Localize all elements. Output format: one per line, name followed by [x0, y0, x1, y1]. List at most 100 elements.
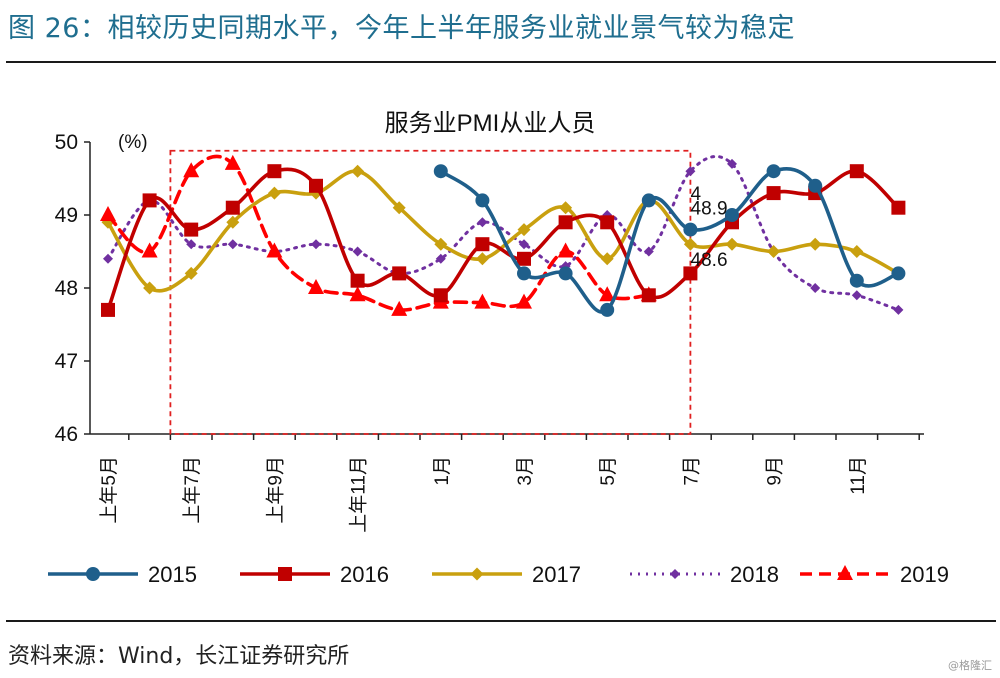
- y-tick-label: 49: [55, 204, 78, 227]
- data-point-2019: [266, 242, 283, 258]
- data-point-2016: [891, 200, 906, 215]
- data-point-2018: [851, 290, 862, 301]
- data-point-2017: [850, 245, 864, 258]
- data-point-2019: [557, 242, 574, 258]
- data-point-2018: [519, 239, 529, 250]
- data-point-2017: [351, 164, 365, 178]
- legend-label-2015: 2015: [148, 562, 197, 587]
- data-point-2016: [433, 288, 448, 303]
- data-point-2015: [891, 266, 906, 281]
- x-tick-label: 上年9月: [264, 456, 286, 524]
- data-point-2015: [725, 208, 739, 222]
- data-point-2017: [725, 237, 739, 251]
- data-point-2015: [475, 193, 490, 208]
- x-tick-label: 上年5月: [98, 456, 120, 524]
- data-point-2016: [600, 215, 615, 230]
- data-point-2015: [517, 266, 531, 281]
- data-point-2018: [477, 217, 488, 228]
- data-point-2018: [810, 283, 821, 293]
- data-point-2016: [225, 200, 240, 215]
- data-point-2016: [309, 178, 323, 193]
- x-tick-label: 9月: [765, 456, 786, 486]
- legend-label-2017: 2017: [532, 562, 581, 587]
- data-point-2015: [849, 273, 864, 288]
- data-label: 48.9: [691, 199, 728, 220]
- data-point-2018: [311, 239, 321, 250]
- source-note: 资料来源：Wind，长江证券研究所: [8, 644, 350, 669]
- data-point-2017: [392, 201, 406, 215]
- data-point-2015: [558, 266, 573, 281]
- data-point-2016: [517, 251, 531, 266]
- data-label: 4: [691, 184, 702, 205]
- data-point-2017: [600, 252, 614, 266]
- data-point-2018: [227, 239, 238, 250]
- data-point-2019: [183, 162, 200, 178]
- data-point-2017: [143, 281, 157, 295]
- x-tick-label: 5月: [598, 456, 619, 486]
- data-point-2017: [559, 201, 573, 215]
- data-point-2017: [808, 237, 822, 251]
- y-tick-label: 50: [55, 131, 78, 154]
- x-tick-label: 上年11月: [348, 456, 370, 533]
- data-point-2017: [267, 186, 281, 200]
- legend-marker-2015: [86, 567, 100, 581]
- data-point-2016: [350, 273, 365, 288]
- data-point-2016: [267, 164, 282, 179]
- data-point-2018: [186, 239, 197, 250]
- data-point-2015: [766, 164, 781, 179]
- data-point-2019: [141, 242, 158, 258]
- data-point-2015: [433, 164, 448, 179]
- data-point-2016: [683, 266, 698, 281]
- data-point-2018: [893, 304, 904, 315]
- data-point-2017: [683, 237, 697, 251]
- data-label: 48.6: [691, 250, 728, 271]
- data-point-2019: [599, 286, 616, 302]
- data-point-2016: [184, 222, 199, 237]
- data-point-2016: [392, 266, 407, 281]
- data-point-2019: [516, 293, 532, 309]
- x-tick-label: 上年7月: [181, 456, 203, 524]
- data-point-2018: [685, 166, 696, 177]
- highlight-box: [169, 149, 692, 435]
- legend-marker-2018: [670, 569, 680, 579]
- data-point-2017: [184, 266, 198, 280]
- legend-label-2018: 2018: [730, 562, 779, 587]
- data-point-2018: [643, 246, 654, 257]
- data-point-2015: [600, 302, 615, 317]
- data-point-2016: [101, 302, 115, 317]
- y-tick-label: 48: [55, 277, 78, 300]
- legend-label-2019: 2019: [900, 562, 949, 587]
- data-point-2019: [308, 279, 324, 294]
- y-tick-label: 46: [55, 423, 78, 446]
- y-tick-label: 47: [55, 350, 78, 373]
- data-point-2017: [767, 245, 781, 258]
- data-point-2018: [435, 253, 446, 264]
- data-point-2017: [517, 223, 531, 237]
- series-line-2018: [106, 154, 900, 312]
- data-point-2015: [641, 193, 656, 208]
- watermark: @格隆汇: [948, 659, 992, 672]
- data-point-2018: [727, 158, 737, 169]
- data-point-2016: [849, 164, 864, 179]
- data-point-2016: [766, 186, 781, 201]
- x-tick-label: 7月: [681, 456, 702, 486]
- data-point-2017: [226, 215, 240, 229]
- chart-title: 服务业PMI从业人员: [385, 110, 596, 137]
- data-point-2017: [434, 237, 448, 251]
- legend-marker-2016: [278, 567, 292, 581]
- y-axis-unit-label: (%): [118, 132, 148, 153]
- data-point-2019: [474, 293, 491, 309]
- legend-marker-2019: [837, 565, 853, 580]
- data-point-2017: [475, 252, 489, 266]
- data-point-2016: [142, 193, 157, 208]
- figure-title: 图 26：相较历史同期水平，今年上半年服务业就业景气较为稳定: [8, 13, 795, 44]
- data-point-2016: [641, 288, 656, 303]
- x-tick-label: 3月: [515, 456, 536, 486]
- data-point-2016: [475, 237, 490, 252]
- footer-rule: [6, 620, 996, 622]
- x-tick-label: 1月: [432, 456, 453, 486]
- data-point-2016: [558, 215, 573, 230]
- data-point-2018: [103, 253, 113, 264]
- data-point-2019: [391, 300, 408, 316]
